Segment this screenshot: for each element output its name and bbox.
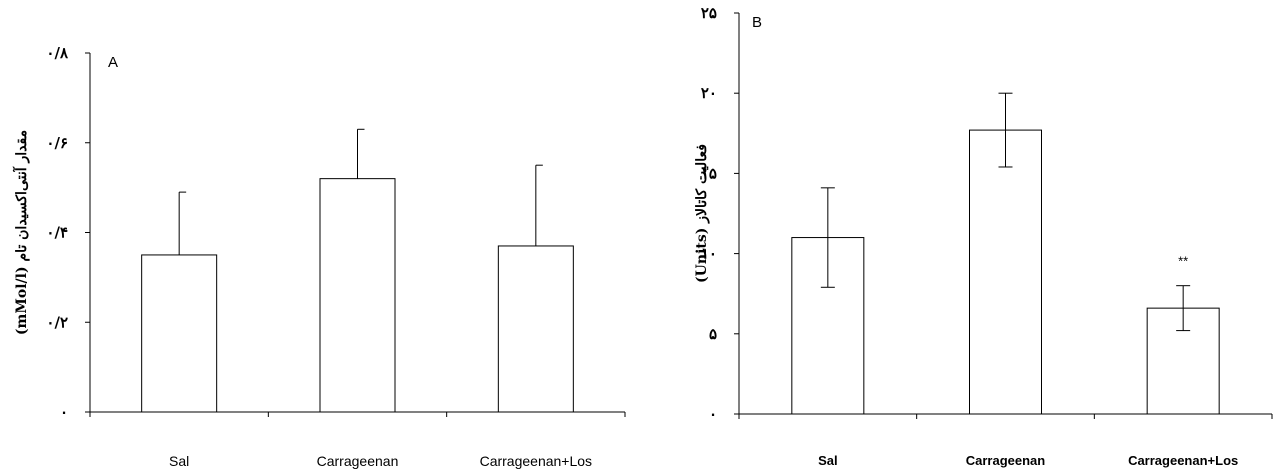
bar-a — [141, 254, 218, 413]
y-axis-title-a: مقدار آنتی‌اکسیدان تام (mMol/l) — [12, 130, 30, 335]
y-tick-label-a: ۰ — [60, 403, 68, 421]
y-tick-label-b: ۱۰ — [701, 245, 717, 263]
y-tick-label-b: ۰ — [709, 405, 717, 423]
panel-label-a: A — [108, 54, 118, 71]
x-tick-label-a: Carrageenan+Los — [480, 453, 592, 469]
x-tick-label-b: Carrageenan+Los — [1128, 453, 1238, 468]
panel-label-b: B — [752, 14, 762, 31]
y-tick-label-b: ۲۰ — [701, 84, 717, 102]
x-tick-label-a: Carrageenan — [317, 453, 399, 469]
significance-label-b: ** — [1178, 254, 1188, 269]
bar-a — [319, 178, 396, 413]
y-tick-label-a: ۰/۴ — [46, 224, 68, 242]
y-tick-label-a: ۰/۲ — [46, 313, 68, 331]
y-tick-label-b: ۲۵ — [701, 4, 717, 22]
y-axis-title-b: فعالیت کاتالاز (Units) — [694, 144, 710, 283]
y-tick-label-a: ۰/۸ — [46, 44, 69, 62]
x-tick-label-a: Sal — [169, 453, 189, 469]
y-tick-label-b: ۵ — [709, 325, 717, 343]
x-tick-label-b: Carrageenan — [966, 453, 1046, 468]
y-tick-label-b: ۱۵ — [701, 164, 717, 182]
bar-a — [497, 245, 574, 413]
bar-b — [969, 129, 1042, 415]
y-tick-label-a: ۰/۶ — [46, 134, 68, 152]
x-tick-label-b: Sal — [818, 453, 838, 468]
